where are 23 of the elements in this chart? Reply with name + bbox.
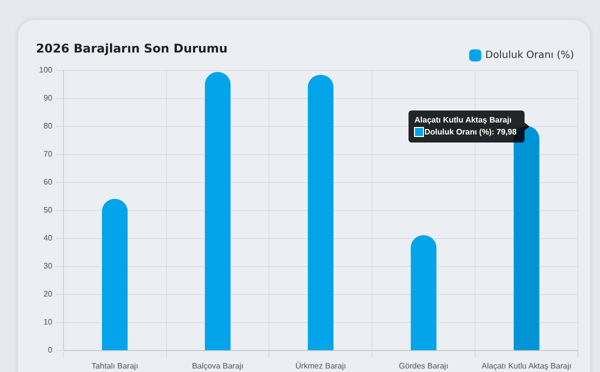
y-tick-label: 80 [43, 122, 53, 131]
bar [410, 235, 436, 350]
y-tick-label: 50 [43, 206, 53, 215]
legend-label: Doluluk Oranı (%) [485, 50, 574, 61]
y-tick-label: 20 [43, 290, 53, 299]
y-tick-label: 30 [43, 262, 53, 271]
annotation: Alaçatı Kutlu Aktaş Barajı Doluluk Oranı (%): 79,98 [414, 116, 518, 137]
y-tick-label: 60 [43, 178, 53, 187]
x-tick-label: Ürkmez Barajı [295, 361, 346, 370]
bar [204, 72, 231, 350]
bar [308, 74, 334, 350]
chart-title: 2026 Barajların Son Durumu [36, 41, 228, 56]
x-tick-label: Alaçatı Kutlu Aktaş Barajı [482, 361, 572, 370]
y-tick-label: 40 [43, 234, 53, 243]
y-tick-label: 90 [43, 94, 53, 103]
x-tick-label: Tahtalı Barajı [91, 361, 138, 370]
y-tick-label: 70 [43, 150, 53, 159]
y-tick-label: 10 [43, 318, 53, 327]
bar [102, 198, 128, 350]
x-tick-label: Balçova Barajı [192, 361, 244, 370]
x-tick-label: Gördes Barajı [398, 361, 448, 370]
y-tick-label: 100 [38, 66, 53, 75]
y-tick-label: 0 [48, 346, 53, 355]
